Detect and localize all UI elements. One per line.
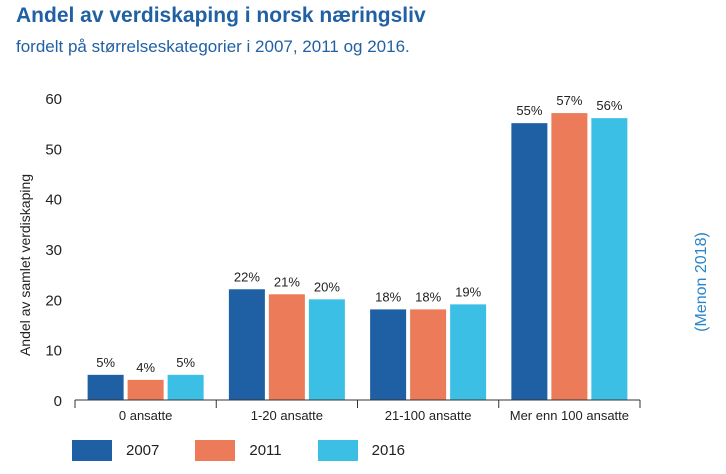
data-label-2007-21-100-ansatte: 18% [375, 289, 401, 304]
bar-2016-1-20-ansatte [308, 299, 345, 400]
data-label-2011-21-100-ansatte: 18% [415, 289, 441, 304]
x-category-label-1-20-ansatte: 1-20 ansatte [251, 408, 323, 423]
bar-2007-0-ansatte [87, 374, 124, 400]
data-label-2007-mer-enn-100-ansatte: 55% [516, 103, 542, 118]
legend-swatch-2007 [72, 440, 112, 461]
data-label-2011-mer-enn-100-ansatte: 57% [556, 93, 582, 108]
x-category-label-0-ansatte: 0 ansatte [119, 408, 173, 423]
legend-swatch-2016 [317, 440, 358, 461]
x-category-label-mer-enn-100-ansatte: Mer enn 100 ansatte [510, 408, 629, 423]
legend-swatch-2011 [195, 440, 236, 461]
bar-2007-21-100-ansatte [370, 309, 407, 400]
y-axis-title: Andel av samlet verdiskaping [17, 174, 33, 356]
data-label-2007-1-20-ansatte: 22% [234, 269, 260, 284]
legend-label-2016: 2016 [371, 442, 406, 459]
data-label-2016-mer-enn-100-ansatte: 56% [596, 98, 622, 113]
data-label-2007-0-ansatte: 5% [96, 355, 115, 370]
legend-label-2011: 2011 [249, 442, 282, 459]
data-label-2016-0-ansatte: 5% [176, 355, 195, 370]
bar-2007-1-20-ansatte [228, 289, 265, 400]
bar-2016-mer-enn-100-ansatte [591, 118, 628, 400]
legend-item-2011: 2011 [195, 440, 282, 461]
y-tick-label-60: 60 [45, 91, 62, 108]
bar-2011-21-100-ansatte [410, 309, 447, 400]
bar-2011-1-20-ansatte [268, 294, 305, 400]
data-label-2016-21-100-ansatte: 19% [455, 284, 481, 299]
legend-item-2007: 2007 [72, 440, 159, 461]
y-tick-label-40: 40 [45, 192, 62, 209]
y-tick-label-10: 10 [45, 343, 62, 360]
legend-item-2016: 2016 [317, 440, 406, 461]
chart-title: Andel av verdiskaping i norsk næringsliv [16, 4, 426, 27]
y-tick-label-0: 0 [54, 393, 62, 410]
data-label-2011-1-20-ansatte: 21% [274, 274, 300, 289]
data-label-2016-1-20-ansatte: 20% [314, 279, 340, 294]
legend-label-2007: 2007 [126, 442, 160, 459]
chart-subtitle: fordelt på størrelseskategorier i 2007, … [16, 37, 410, 56]
data-label-2011-0-ansatte: 4% [136, 360, 155, 375]
bar-2016-0-ansatte [167, 374, 204, 400]
bar-2011-0-ansatte [127, 379, 164, 400]
x-category-label-21-100-ansatte: 21-100 ansatte [385, 408, 472, 423]
bar-2011-mer-enn-100-ansatte [551, 113, 588, 400]
y-tick-label-20: 20 [45, 292, 62, 309]
bar-2007-mer-enn-100-ansatte [511, 123, 548, 401]
chart-legend: 2007 2011 2016 [72, 440, 441, 461]
y-tick-label-30: 30 [45, 242, 62, 259]
bar-2016-21-100-ansatte [450, 304, 487, 400]
y-tick-label-50: 50 [45, 141, 62, 158]
